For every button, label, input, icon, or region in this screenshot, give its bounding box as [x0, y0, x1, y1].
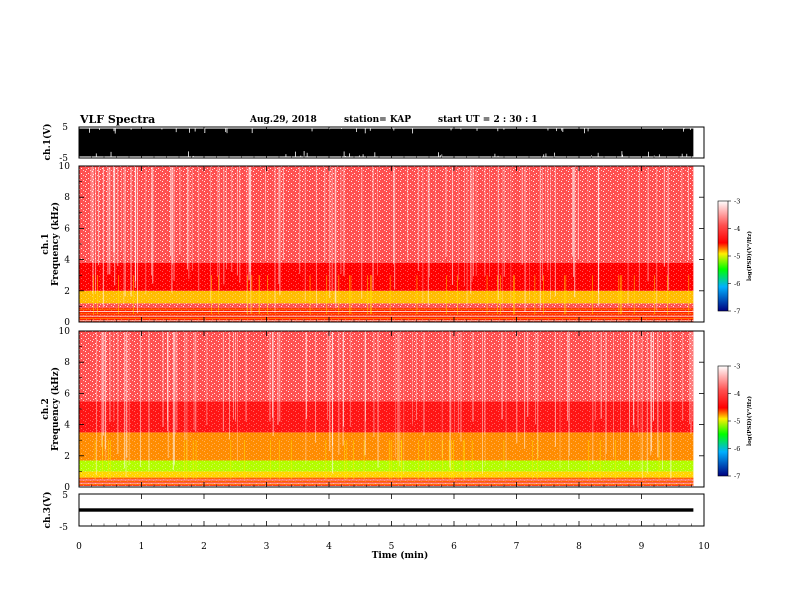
ch2-label: ch.2 [41, 398, 51, 419]
ch1-spectrogram-panel: 0 2 4 6 8 10 ch.1 Frequency (kHz) [41, 162, 705, 328]
ch2-colorbar-tick-label: -5 [734, 418, 740, 426]
time-tick-label: 6 [451, 542, 457, 552]
ch1-frequency-tick-label: 2 [64, 287, 70, 297]
ch2-frequency-ylabel: Frequency (kHz) [50, 367, 61, 451]
ch1-spectrogram-band-texture-0 [79, 307, 694, 322]
ch2-spectrogram-band-texture-3 [79, 432, 694, 461]
ch1-colorbar-tick-label: -5 [734, 253, 740, 261]
ch2-spectrogram-band-texture-1 [79, 471, 694, 478]
ch1-waveform-tick-bottom: -5 [59, 154, 68, 164]
time-tick-label: 7 [514, 542, 520, 552]
ch2-spectrogram-image [79, 331, 694, 487]
ch1-frequency-ylabel: Frequency (kHz) [50, 202, 61, 286]
ch1-label: ch.1 [41, 233, 51, 254]
ch1-frequency-tick-label: 6 [64, 224, 70, 234]
ch1-frequency-tick-label: 8 [64, 193, 70, 203]
ch3-waveform-trace [79, 508, 694, 512]
time-tick-label: 9 [639, 542, 645, 552]
ch2-frequency-tick-label: 8 [64, 358, 70, 368]
ch1-spectrogram-band-texture-3 [79, 262, 694, 291]
ch2-frequency-tick-label: 6 [64, 389, 70, 399]
time-axis: 0 1 2 3 4 5 6 7 8 9 10 [76, 127, 710, 552]
ch1-frequency-ticks: 0 2 4 6 8 10 [59, 162, 704, 328]
ch1-colorbar-tick-label: -3 [734, 198, 740, 206]
time-axis-label: Time (min) [372, 550, 429, 561]
time-tick-label: 2 [201, 542, 207, 552]
ch1-spectrogram-band-texture-4 [79, 166, 694, 263]
time-tick-label: 4 [326, 542, 332, 552]
ch2-frequency-ticks: 0 2 4 6 8 10 [59, 327, 704, 493]
figure-title: VLF Spectra [79, 113, 155, 126]
time-tick-label: 8 [576, 542, 582, 552]
ch1-waveform-ylabel: ch.1(V) [42, 124, 53, 161]
ch1-colorbar: -3 -4 -5 -6 -7 log(PSD)(V²/Hz) [717, 198, 753, 316]
ch2-colorbar: -3 -4 -5 -6 -7 log(PSD)(V²/Hz) [717, 363, 753, 481]
ch2-colorbar-tick-label: -7 [734, 473, 740, 481]
ch2-colorbar-tick-label: -6 [734, 445, 740, 453]
ch3-waveform-ylabel: ch.3(V) [42, 492, 53, 529]
ch2-frequency-tick-label: 10 [59, 327, 71, 337]
ch2-spectrogram-panel: 0 2 4 6 8 10 ch.2 Frequency (kHz) [41, 327, 705, 493]
ch2-spectrogram-band-texture-0 [79, 477, 694, 487]
time-tick-label: 1 [139, 542, 145, 552]
ch2-colorbar-label: log(PSD)(V²/Hz) [746, 396, 753, 446]
ch1-colorbar-label: log(PSD)(V²/Hz) [746, 231, 753, 281]
start-ut-label: start UT = 2 : 30 : 1 [438, 115, 538, 125]
time-tick-label: 10 [698, 542, 710, 552]
ch1-colorbar-tick-label: -7 [734, 308, 740, 316]
ch1-waveform-trace [79, 128, 694, 157]
ch2-colorbar-gradient [717, 365, 729, 477]
ch3-waveform-tick-top: 5 [62, 491, 68, 501]
ch1-spectrogram-band-texture-2 [79, 290, 694, 304]
ch2-spectrogram-band-texture-4 [79, 401, 694, 433]
ch1-waveform-tick-top: 5 [62, 123, 68, 133]
ch1-spectrogram-image [79, 166, 694, 322]
ch1-frequency-tick-label: 4 [64, 256, 70, 266]
ch2-colorbar-tick-label: -4 [734, 390, 740, 398]
ch1-waveform-panel: 5 -5 ch.1(V) [42, 123, 705, 164]
ch3-waveform-line [79, 508, 694, 512]
ch2-colorbar-ticks: -3 -4 -5 -6 -7 [728, 363, 740, 481]
ch1-frequency-tick-label: 10 [59, 162, 71, 172]
ch1-frequency-tick-label: 0 [64, 318, 70, 328]
ch3-waveform-tick-bottom: -5 [59, 523, 68, 533]
ch1-spectrogram-band-texture-1 [79, 303, 694, 308]
station-label: station= KAP [344, 115, 411, 125]
ch1-waveform-envelope [79, 128, 694, 157]
time-tick-label: 5 [389, 542, 395, 552]
ch2-spectrogram-band-texture-5 [79, 331, 694, 402]
date-label: Aug.29, 2018 [249, 115, 317, 125]
ch1-colorbar-tick-label: -6 [734, 280, 740, 288]
ch1-colorbar-tick-label: -4 [734, 225, 740, 233]
ch1-colorbar-ticks: -3 -4 -5 -6 -7 [728, 198, 740, 316]
time-tick-label: 0 [76, 542, 82, 552]
time-tick-label: 3 [264, 542, 270, 552]
ch2-spectrogram-band-texture-2 [79, 460, 694, 472]
ch1-colorbar-gradient [717, 200, 729, 312]
ch2-frequency-tick-label: 4 [64, 421, 70, 431]
ch2-colorbar-tick-label: -3 [734, 363, 740, 371]
ch2-frequency-tick-label: 0 [64, 483, 70, 493]
ch2-frequency-tick-label: 2 [64, 452, 70, 462]
